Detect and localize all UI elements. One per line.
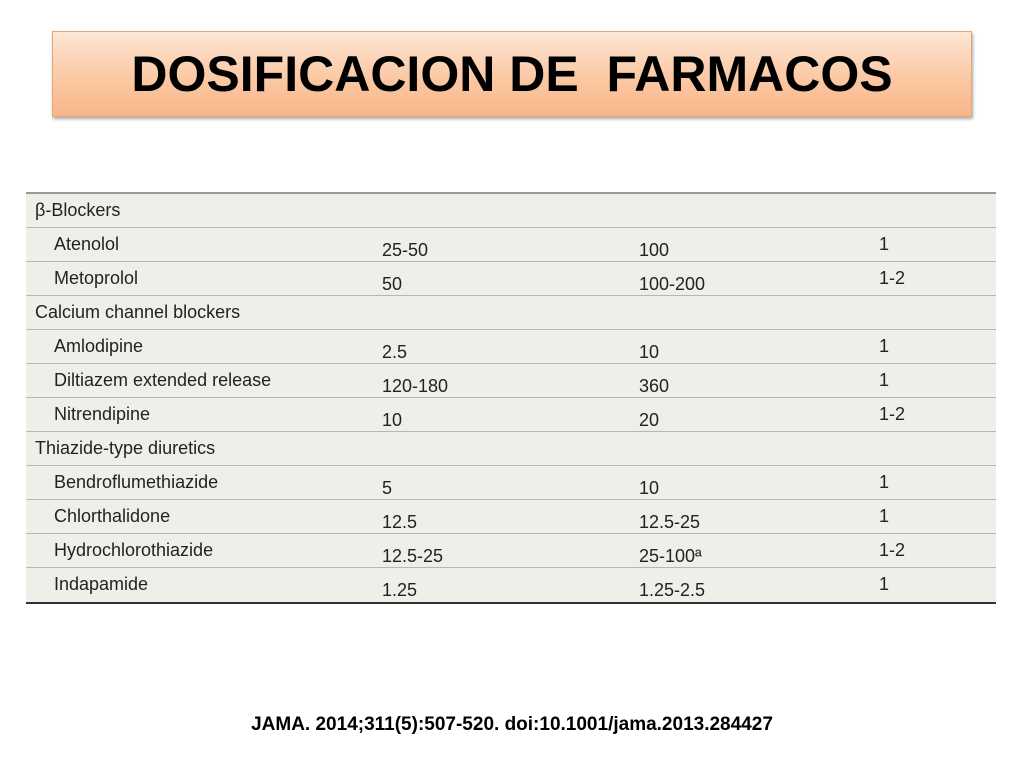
daily-doses: 1-2 [879, 268, 906, 288]
drug-name: Nitrendipine [54, 404, 151, 424]
category-row: Calcium channel blockers [26, 296, 996, 330]
table-row: Hydrochlorothiazide 12.5-25 25-100ª 1-2 [26, 534, 996, 568]
table-row: Atenolol 25-50 100 1 [26, 228, 996, 262]
category-label: Calcium channel blockers [35, 302, 241, 322]
category-row: Thiazide-type diuretics [26, 432, 996, 466]
daily-doses: 1 [879, 472, 890, 492]
table-row: Bendroflumethiazide 5 10 1 [26, 466, 996, 500]
daily-doses: 1-2 [879, 540, 906, 560]
slide-title: DOSIFICACION DE FARMACOS [131, 46, 893, 102]
category-label: Thiazide-type diuretics [35, 438, 216, 458]
table-row: Indapamide 1.25 1.25-2.5 1 [54, 574, 890, 600]
drug-name: Diltiazem extended release [54, 370, 272, 390]
drug-name: Indapamide [54, 574, 149, 594]
table-row: Diltiazem extended release 120-180 360 1 [26, 364, 996, 398]
drug-name: Metoprolol [54, 268, 139, 288]
drug-name: Hydrochlorothiazide [54, 540, 214, 560]
daily-doses: 1 [879, 234, 890, 254]
category-row: β-Blockers [26, 194, 996, 228]
table-row: Chlorthalidone 12.5 12.5-25 1 [26, 500, 996, 534]
daily-doses: 1 [879, 370, 890, 390]
daily-doses: 1-2 [879, 404, 906, 424]
table-row: Nitrendipine 10 20 1-2 [26, 398, 996, 432]
citation: JAMA. 2014;311(5):507-520. doi:10.1001/j… [251, 714, 773, 735]
daily-doses: 1 [879, 574, 890, 594]
table-row: Amlodipine 2.5 10 1 [26, 330, 996, 364]
table-row: Metoprolol 50 100-200 1-2 [26, 262, 996, 296]
drug-name: Atenolol [54, 234, 120, 254]
daily-doses: 1 [879, 336, 890, 356]
drug-name: Amlodipine [54, 336, 144, 356]
category-label: β-Blockers [35, 200, 121, 220]
title-banner: DOSIFICACION DE FARMACOS [52, 31, 972, 117]
drug-name: Chlorthalidone [54, 506, 171, 526]
daily-doses: 1 [879, 506, 890, 526]
drug-name: Bendroflumethiazide [54, 472, 219, 492]
dosing-table: β-Blockers Atenolol 25-50 100 1 Metoprol… [26, 192, 996, 604]
